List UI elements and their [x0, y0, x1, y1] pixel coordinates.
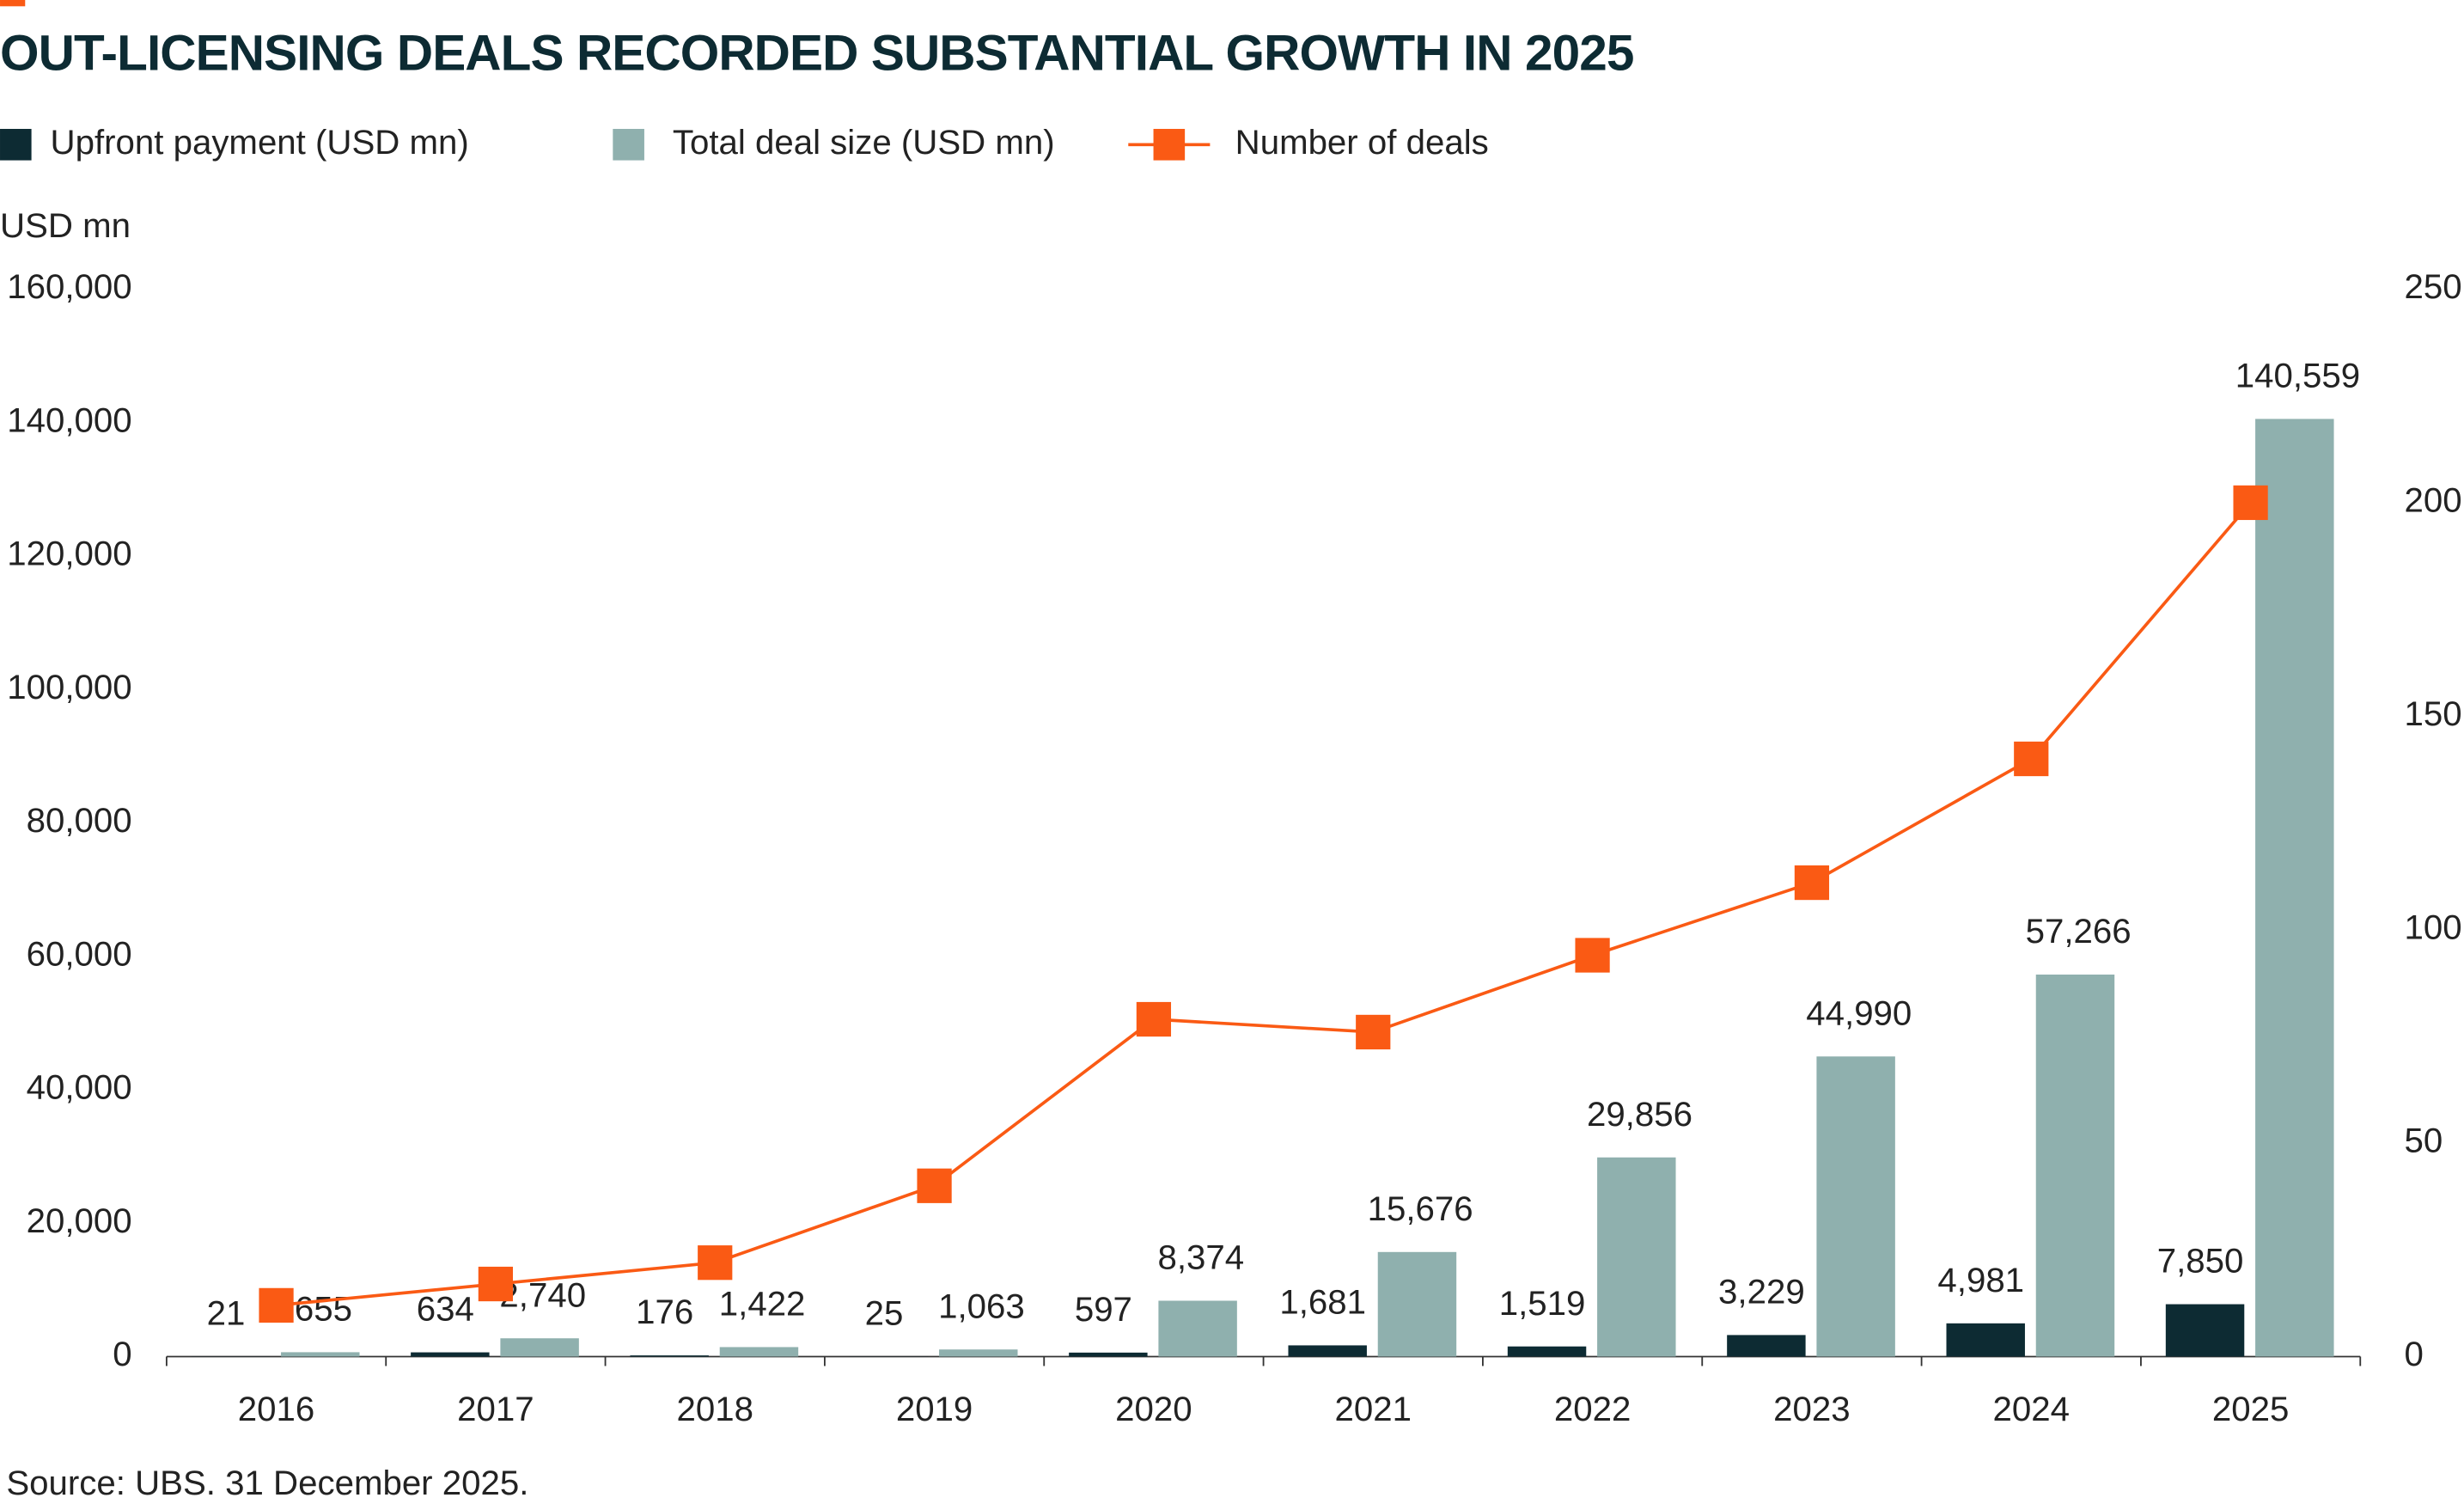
bar [1158, 1300, 1237, 1357]
data-label: 1,681 [1279, 1283, 1366, 1322]
y-tick-label: 140,000 [7, 400, 131, 439]
y2-tick-label: 100 [2404, 908, 2461, 946]
y-axis-label: USD mn [0, 206, 131, 245]
bar [2035, 974, 2115, 1357]
x-tick-label: 2017 [457, 1390, 534, 1428]
legend-label: Total deal size (USD mn) [673, 123, 1055, 162]
x-tick-label: 2019 [896, 1390, 973, 1428]
data-label: 21 [207, 1293, 246, 1332]
data-label: 140,559 [2235, 357, 2360, 395]
line-marker [259, 1287, 294, 1323]
bar [411, 1352, 490, 1357]
line-marker [2233, 485, 2268, 521]
data-label: 176 [636, 1293, 693, 1331]
data-label: 1,063 [938, 1287, 1025, 1325]
chart-title: OUT-LICENSING DEALS RECORDED SUBSTANTIAL… [0, 25, 1633, 81]
x-tick-label: 2023 [1773, 1390, 1850, 1428]
bar [1946, 1323, 2025, 1357]
data-label: 29,856 [1587, 1095, 1692, 1134]
y2-tick-label: 250 [2404, 267, 2461, 306]
line-marker [698, 1245, 733, 1281]
bar [630, 1355, 709, 1357]
legend-label: Number of deals [1235, 123, 1489, 162]
legend-label: Upfront payment (USD mn) [51, 123, 469, 162]
line-marker [1575, 938, 1610, 973]
data-label: 44,990 [1806, 993, 1912, 1032]
bar [939, 1349, 1018, 1357]
x-tick-label: 2025 [2212, 1390, 2289, 1428]
data-label: 3,229 [1718, 1272, 1805, 1311]
x-tick-label: 2022 [1554, 1390, 1631, 1428]
data-label: 1,519 [1499, 1284, 1586, 1323]
data-label: 634 [417, 1290, 474, 1329]
bar [1816, 1056, 1895, 1357]
source-note: Source: UBS. 31 December 2025. [6, 1464, 528, 1502]
bar [281, 1352, 360, 1357]
data-label: 8,374 [1157, 1238, 1244, 1277]
y-tick-label: 100,000 [7, 668, 131, 706]
y-tick-label: 60,000 [27, 934, 132, 973]
line [276, 501, 2252, 1307]
bar [719, 1347, 799, 1357]
x-tick-label: 2020 [1115, 1390, 1192, 1428]
y2-tick-label: 0 [2404, 1335, 2423, 1373]
x-tick-label: 2021 [1335, 1390, 1412, 1428]
bar [1069, 1352, 1148, 1357]
line-marker [1356, 1014, 1391, 1050]
x-tick-label: 2016 [238, 1390, 314, 1428]
line-marker [2014, 741, 2049, 777]
y2-tick-label: 200 [2404, 481, 2461, 520]
accent-bar [0, 0, 26, 7]
data-label: 57,266 [2026, 912, 2132, 951]
legend-swatch [613, 128, 644, 161]
bar [1597, 1157, 1676, 1357]
bar [500, 1338, 579, 1357]
data-label: 1,422 [719, 1285, 806, 1324]
x-tick-label: 2018 [676, 1390, 753, 1428]
line-marker [1136, 1001, 1172, 1037]
data-label: 597 [1075, 1290, 1132, 1329]
y-tick-label: 160,000 [7, 267, 131, 306]
data-label: 15,676 [1368, 1189, 1473, 1228]
data-label: 7,850 [2157, 1242, 2244, 1281]
x-tick-label: 2024 [1993, 1390, 2070, 1428]
data-label: 25 [865, 1293, 904, 1332]
bar [2255, 419, 2334, 1357]
y-tick-label: 0 [113, 1335, 131, 1373]
y2-tick-label: 150 [2404, 694, 2461, 733]
y-tick-label: 120,000 [7, 535, 131, 573]
data-label: 4,981 [1937, 1261, 2024, 1299]
data-label: 655 [295, 1289, 352, 1328]
line-marker [478, 1266, 514, 1302]
line-marker [1794, 865, 1830, 901]
y-tick-label: 40,000 [27, 1068, 132, 1107]
legend-marker [1153, 128, 1186, 161]
y2-tick-label: 50 [2404, 1122, 2443, 1160]
bar [1288, 1345, 1367, 1357]
bar [2165, 1304, 2245, 1357]
bar [1727, 1335, 1806, 1357]
bar [1507, 1346, 1587, 1357]
bar [1377, 1251, 1457, 1357]
line-marker [917, 1168, 952, 1203]
y-tick-label: 20,000 [27, 1201, 132, 1240]
legend-swatch [0, 128, 32, 161]
y-tick-label: 80,000 [27, 801, 132, 840]
